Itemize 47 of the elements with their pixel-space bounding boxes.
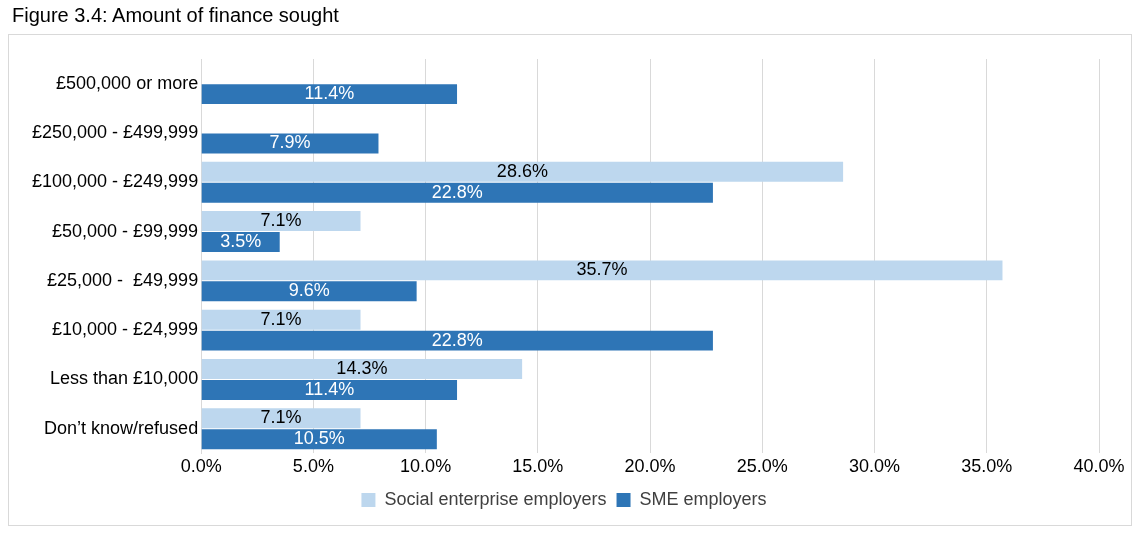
data-label: 10.5% bbox=[293, 428, 345, 449]
x-tick-label: 5.0% bbox=[292, 456, 334, 477]
bar bbox=[201, 182, 713, 203]
y-tick-label: £100,000 - £249,999 bbox=[31, 171, 199, 192]
x-tick-label: 10.0% bbox=[400, 456, 452, 477]
x-tick-label: 0.0% bbox=[180, 456, 222, 477]
data-label: 11.4% bbox=[304, 83, 355, 104]
x-tick-label: 25.0% bbox=[736, 456, 788, 477]
bar bbox=[201, 211, 361, 232]
x-tick-label: 30.0% bbox=[849, 456, 901, 477]
y-tick-label: £25,000 - £49,999 bbox=[47, 269, 199, 290]
legend-label: SME employers bbox=[639, 488, 767, 509]
legend-label: Social enterprise employers bbox=[384, 488, 607, 509]
chart-title: Figure 3.4: Amount of finance sought bbox=[11, 3, 340, 28]
data-label: 11.4% bbox=[304, 378, 355, 399]
y-tick-label: £50,000 - £99,999 bbox=[52, 220, 199, 241]
data-label: 9.6% bbox=[288, 280, 330, 301]
data-label: 7.1% bbox=[260, 407, 302, 428]
bar bbox=[201, 359, 523, 379]
data-label: 28.6% bbox=[496, 160, 548, 181]
data-label: 3.5% bbox=[220, 230, 262, 251]
data-label: 7.9% bbox=[269, 132, 311, 153]
bar bbox=[201, 379, 458, 400]
bar bbox=[201, 330, 713, 351]
data-label: 22.8% bbox=[431, 181, 483, 202]
y-tick-label: Less than £10,000 bbox=[50, 368, 199, 389]
x-tick-label: 15.0% bbox=[512, 456, 564, 477]
bar bbox=[201, 161, 844, 182]
data-label: 35.7% bbox=[576, 259, 628, 280]
data-label: 7.1% bbox=[260, 308, 302, 329]
bar bbox=[201, 84, 458, 105]
data-label: 14.3% bbox=[336, 357, 388, 378]
y-tick-label: £500,000 or more bbox=[56, 72, 199, 93]
data-label: 7.1% bbox=[260, 210, 302, 231]
y-tick-label: £10,000 - £24,999 bbox=[52, 319, 199, 340]
bar bbox=[201, 133, 379, 154]
data-label: 22.8% bbox=[431, 329, 483, 350]
y-tick-label: Don’t know/refused bbox=[44, 417, 199, 438]
bar bbox=[201, 408, 361, 429]
bar bbox=[201, 260, 1003, 281]
x-tick-label: 40.0% bbox=[1073, 456, 1125, 477]
y-tick-label: £250,000 - £499,999 bbox=[31, 121, 199, 142]
x-tick-label: 35.0% bbox=[961, 456, 1013, 477]
bar bbox=[201, 281, 417, 302]
bar bbox=[201, 309, 361, 330]
x-tick-label: 20.0% bbox=[624, 456, 676, 477]
bar bbox=[201, 429, 437, 450]
